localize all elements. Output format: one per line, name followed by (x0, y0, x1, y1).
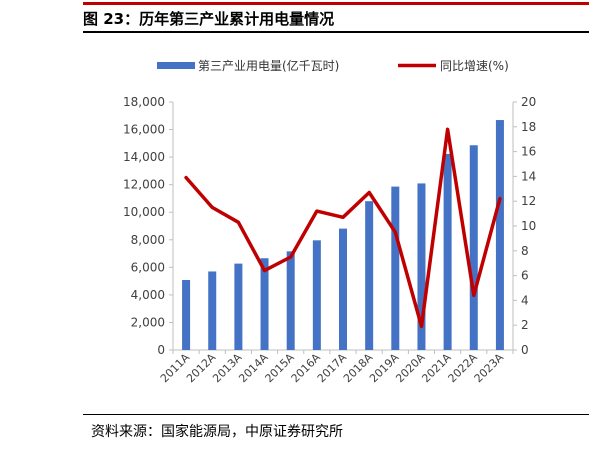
bar (339, 228, 347, 350)
right-tick-label: 20 (521, 95, 536, 109)
right-tick-label: 2 (521, 318, 529, 332)
left-tick-label: 2,000 (131, 315, 165, 329)
bar (208, 271, 217, 350)
right-tick-label: 4 (521, 293, 529, 307)
legend-label-line: 同比增速(%) (440, 59, 509, 73)
bar (260, 258, 269, 350)
left-tick-label: 10,000 (123, 205, 165, 219)
bar (391, 186, 400, 350)
title-underline (83, 31, 589, 33)
bar (417, 183, 426, 350)
right-tick-label: 18 (521, 120, 536, 134)
right-tick-label: 6 (521, 269, 529, 283)
bar (286, 251, 295, 350)
source-note: 资料来源：国家能源局，中原证券研究所 (91, 424, 343, 440)
left-tick-label: 18,000 (123, 95, 165, 109)
right-tick-label: 10 (521, 219, 536, 233)
bar (495, 120, 504, 350)
left-tick-label: 12,000 (123, 178, 165, 192)
bottom-rule (83, 414, 589, 415)
line-series (184, 127, 502, 329)
left-tick-label: 16,000 (123, 123, 165, 137)
left-tick-label: 14,000 (123, 150, 165, 164)
legend-label-bar: 第三产业用电量(亿千瓦时) (198, 58, 339, 73)
figure-title: 图 23：历年第三产业累计用电量情况 (83, 10, 335, 28)
right-tick-label: 12 (521, 194, 536, 208)
bar (443, 153, 452, 350)
bar (182, 280, 191, 350)
right-tick-label: 0 (521, 343, 529, 357)
right-tick-label: 14 (521, 169, 536, 183)
bar (365, 201, 374, 350)
right-tick-label: 16 (521, 145, 536, 159)
left-tick-label: 0 (157, 343, 165, 357)
left-tick-label: 6,000 (131, 260, 165, 274)
bar (469, 145, 478, 350)
bar (234, 263, 243, 350)
top-red-rule (83, 2, 589, 5)
left-tick-label: 4,000 (131, 288, 165, 302)
right-tick-label: 8 (521, 244, 529, 258)
bar (312, 240, 321, 350)
left-tick-label: 8,000 (131, 233, 165, 247)
x-tick-label: 2023A (472, 351, 507, 386)
legend: 第三产业用电量(亿千瓦时) 同比增速(%) (157, 58, 509, 73)
legend-swatch-bar (157, 62, 195, 69)
bar-series (182, 120, 504, 350)
